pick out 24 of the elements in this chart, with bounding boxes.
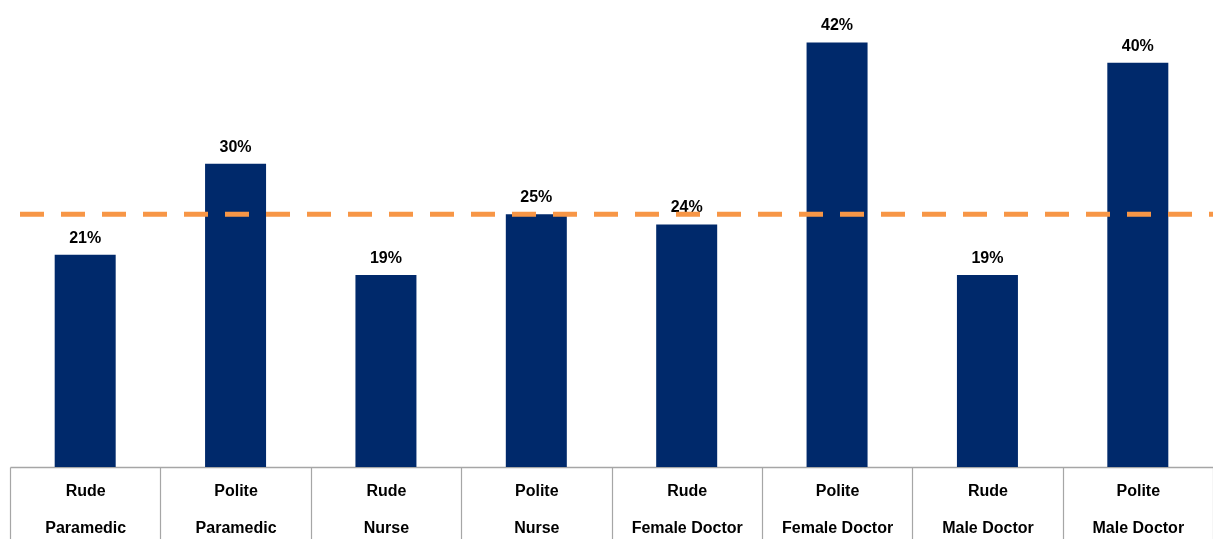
bar xyxy=(806,42,868,467)
category-label: Rude Nurse xyxy=(363,481,410,536)
category-label: Rude Male Doctor xyxy=(942,481,1034,536)
bar xyxy=(656,224,718,467)
bar xyxy=(355,274,417,467)
data-label: 40% xyxy=(1121,36,1154,54)
category-label: Rude Female Doctor xyxy=(631,481,743,536)
data-label: 24% xyxy=(670,198,703,216)
category-label: Polite Paramedic xyxy=(195,481,277,536)
category-label: Rude Paramedic xyxy=(45,481,127,536)
data-label: 25% xyxy=(520,188,553,206)
category-label: Polite Nurse xyxy=(514,481,560,536)
data-label: 30% xyxy=(219,137,252,155)
data-label: 21% xyxy=(69,228,102,246)
bar xyxy=(54,254,116,467)
bar xyxy=(1107,62,1169,467)
category-label: Polite Female Doctor xyxy=(781,481,894,536)
bar xyxy=(956,274,1018,467)
category-label: Polite Male Doctor xyxy=(1092,481,1185,536)
bar xyxy=(505,214,567,467)
data-label: 19% xyxy=(369,248,402,266)
bar xyxy=(205,163,267,467)
data-label: 19% xyxy=(971,248,1004,266)
data-label: 42% xyxy=(821,16,854,34)
